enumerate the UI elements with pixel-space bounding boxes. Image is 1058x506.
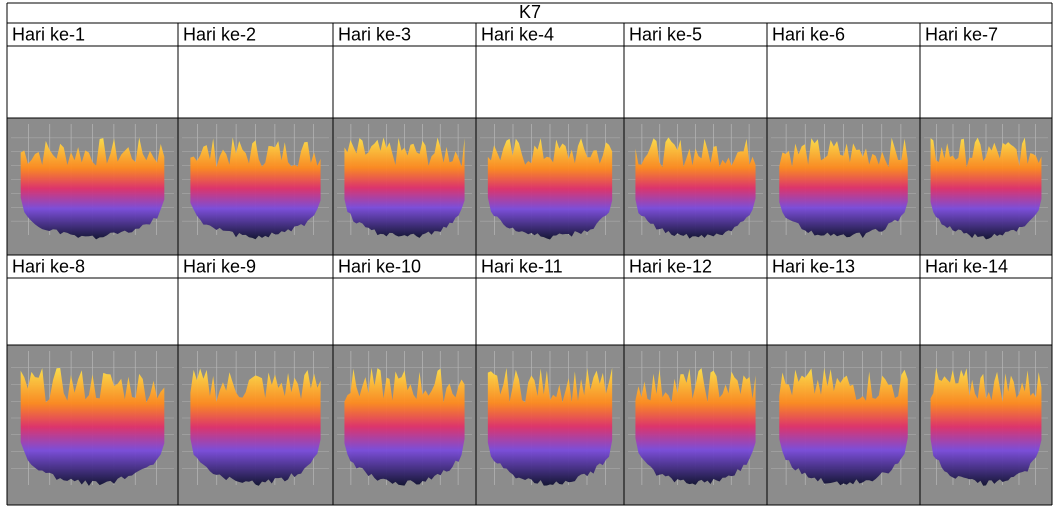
surface-plot-image bbox=[333, 345, 476, 505]
surface bbox=[487, 367, 613, 486]
surface bbox=[344, 137, 465, 238]
table-title: K7 bbox=[519, 2, 541, 22]
surface bbox=[930, 137, 1042, 240]
surface-plot-image bbox=[920, 345, 1052, 505]
surface bbox=[487, 138, 613, 240]
day-label: Hari ke-8 bbox=[12, 256, 85, 276]
day-label: Hari ke-5 bbox=[629, 24, 702, 44]
surface bbox=[779, 137, 908, 238]
day-label: Hari ke-10 bbox=[338, 256, 421, 276]
surface-plot-image bbox=[920, 118, 1052, 255]
day-label: Hari ke-14 bbox=[925, 256, 1008, 276]
surface bbox=[635, 137, 756, 239]
surface-plot-image bbox=[476, 345, 624, 505]
surface-plot-image bbox=[767, 118, 920, 255]
day-label: Hari ke-4 bbox=[481, 24, 554, 44]
surface-plot-image bbox=[333, 118, 476, 255]
day-label: Hari ke-2 bbox=[183, 24, 256, 44]
surface bbox=[930, 367, 1042, 486]
surface-plot-image bbox=[178, 345, 333, 505]
surface-plot-image bbox=[178, 118, 333, 255]
surface-plot-image bbox=[767, 345, 920, 505]
surface-plot-image bbox=[624, 118, 767, 255]
day-label: Hari ke-11 bbox=[481, 256, 563, 276]
surface-plot-image bbox=[7, 118, 178, 255]
day-label: Hari ke-13 bbox=[772, 256, 855, 276]
surface bbox=[344, 367, 465, 486]
day-label: Hari ke-6 bbox=[772, 24, 845, 44]
day-label: Hari ke-9 bbox=[183, 256, 256, 276]
surface bbox=[20, 367, 165, 486]
day-label: Hari ke-12 bbox=[629, 256, 712, 276]
surface-plot-image bbox=[624, 345, 767, 505]
surface-plot-image bbox=[7, 345, 178, 505]
surface bbox=[779, 367, 908, 486]
surface bbox=[20, 137, 165, 240]
day-label: Hari ke-7 bbox=[925, 24, 998, 44]
surface bbox=[190, 137, 321, 240]
surface-plot-image bbox=[476, 118, 624, 255]
surface bbox=[635, 368, 756, 486]
surface bbox=[190, 368, 321, 486]
day-label: Hari ke-3 bbox=[338, 24, 411, 44]
day-label: Hari ke-1 bbox=[12, 24, 85, 44]
